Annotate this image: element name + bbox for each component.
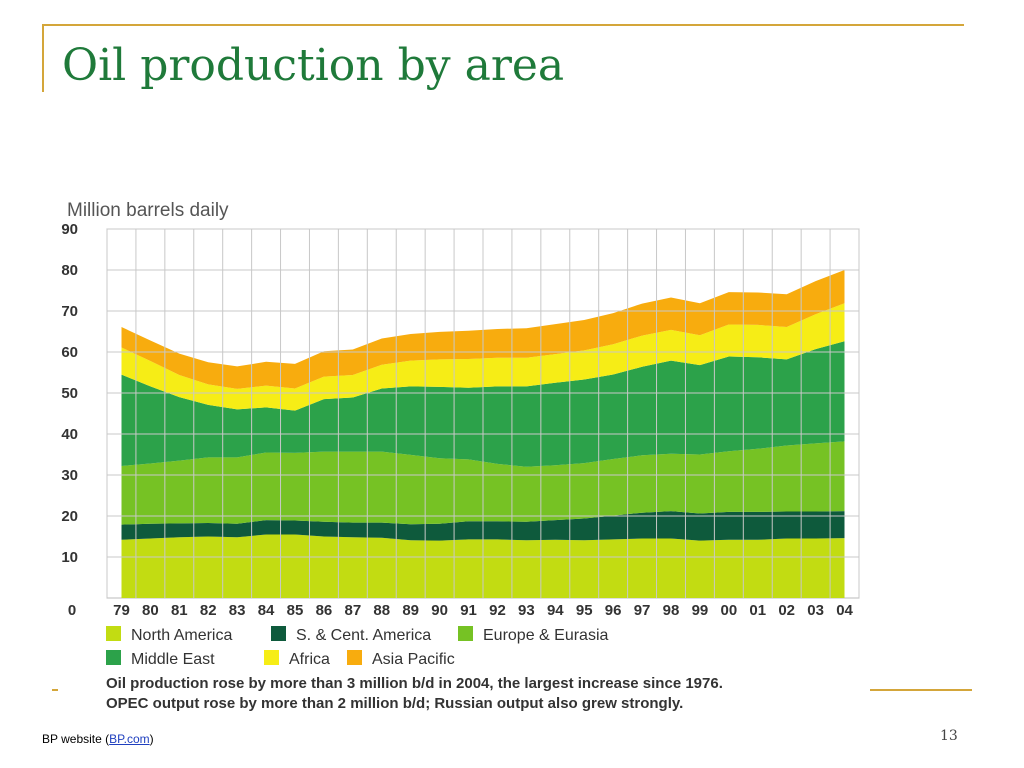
x-tick-label-16: 95 [576, 602, 593, 619]
legend-label-0: North America [131, 627, 232, 644]
area-series-5 [121, 270, 845, 389]
x-tick-label-0: 79 [113, 602, 130, 619]
x-tick-label-22: 01 [749, 602, 766, 619]
legend-label-1: S. & Cent. America [296, 627, 431, 644]
x-tick-label-2: 81 [171, 602, 188, 619]
x-tick-label-7: 86 [316, 602, 333, 619]
x-tick-label-10: 89 [402, 602, 419, 619]
footer-rule-right [870, 689, 972, 691]
footer-rule-left [52, 689, 58, 691]
x-tick-label-17: 96 [605, 602, 622, 619]
legend-swatch-3 [106, 650, 121, 665]
x-tick-label-24: 03 [807, 602, 824, 619]
footer-close: ) [149, 732, 154, 746]
x-tick-label-11: 90 [431, 602, 448, 619]
y-axis-unit-label: Million barrels daily [67, 200, 229, 221]
footer-credit: BP website (BP.com) [42, 732, 154, 746]
x-tick-label-18: 97 [634, 602, 651, 619]
x-tick-label-15: 94 [547, 602, 564, 619]
slide-title: Oil production by area [62, 40, 565, 91]
y-tick-label-3: 30 [61, 467, 78, 484]
bp-link[interactable]: BP.com [109, 732, 150, 746]
legend-label-4: Africa [289, 651, 330, 668]
x-tick-label-8: 87 [345, 602, 362, 619]
legend-swatch-2 [458, 626, 473, 641]
x-tick-label-14: 93 [518, 602, 535, 619]
x-tick-label-25: 04 [836, 602, 853, 619]
x-tick-label-23: 02 [778, 602, 795, 619]
legend-swatch-4 [264, 650, 279, 665]
x-tick-label-19: 98 [663, 602, 680, 619]
y-tick-label-6: 60 [61, 344, 78, 361]
page-number: 13 [940, 728, 958, 744]
y-tick-label-7: 70 [61, 303, 78, 320]
legend-label-3: Middle East [131, 651, 215, 668]
y-tick-label-0: 0 [68, 602, 76, 619]
legend-label-2: Europe & Eurasia [483, 627, 609, 644]
x-tick-label-1: 80 [142, 602, 159, 619]
legend-swatch-1 [271, 626, 286, 641]
y-tick-label-5: 50 [61, 385, 78, 402]
x-tick-label-3: 82 [200, 602, 217, 619]
x-tick-label-5: 84 [258, 602, 275, 619]
y-tick-label-2: 20 [61, 508, 78, 525]
x-tick-label-21: 00 [721, 602, 738, 619]
footer-text: BP website ( [42, 732, 110, 746]
x-tick-label-13: 92 [489, 602, 506, 619]
x-tick-label-9: 88 [373, 602, 390, 619]
y-tick-label-8: 80 [61, 262, 78, 279]
title-accent-vertical [42, 24, 44, 92]
y-tick-label-4: 40 [61, 426, 78, 443]
legend-swatch-0 [106, 626, 121, 641]
x-tick-label-6: 85 [287, 602, 304, 619]
oil-production-chart: 10 20 30 40 50 60 70 80 90 0 79 80 81 82 83 84 85 86 87 88 8… [61, 200, 860, 712]
x-tick-label-20: 99 [692, 602, 709, 619]
x-tick-label-4: 83 [229, 602, 246, 619]
y-tick-label-9: 90 [61, 221, 78, 238]
y-tick-label-1: 10 [61, 549, 78, 566]
title-accent-horizontal [42, 24, 964, 26]
legend-label-5: Asia Pacific [372, 651, 455, 668]
legend-swatch-5 [347, 650, 362, 665]
x-tick-label-12: 91 [460, 602, 477, 619]
chart-caption-line-1: Oil production rose by more than 3 milli… [106, 675, 723, 692]
chart-caption-line-2: OPEC output rose by more than 2 million … [106, 695, 683, 712]
